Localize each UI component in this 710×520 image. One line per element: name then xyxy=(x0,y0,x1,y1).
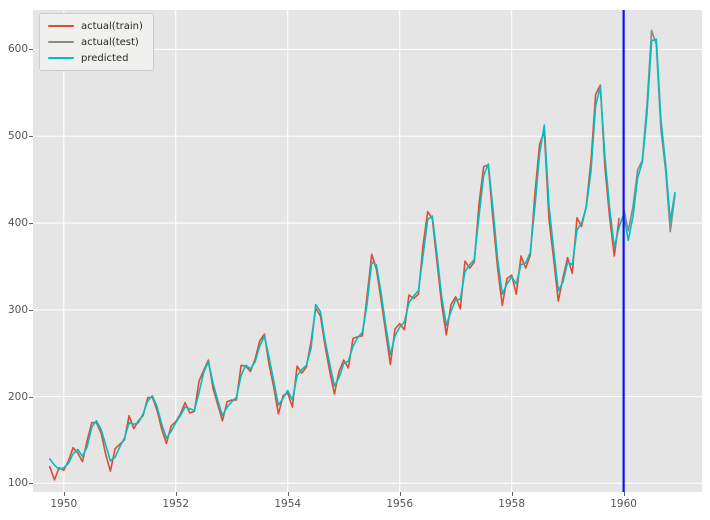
x-tick-mark-1958 xyxy=(511,492,513,496)
y-tick-mark-200 xyxy=(29,396,33,398)
series-line-actual-train xyxy=(48,84,620,481)
legend-line-sample-predicted xyxy=(48,56,74,60)
legend-label-actual-test: actual(test) xyxy=(81,36,139,48)
x-tick-mark-1952 xyxy=(175,492,177,496)
y-tick-label-100: 100 xyxy=(7,477,28,490)
x-tick-mark-1954 xyxy=(287,492,289,496)
legend-item-actual-test: actual(test) xyxy=(48,35,143,49)
y-tick-label-300: 300 xyxy=(7,303,28,316)
y-tick-mark-600 xyxy=(29,49,33,51)
x-tick-label-1954: 1954 xyxy=(274,498,302,510)
y-tick-label-500: 500 xyxy=(7,130,28,143)
y-tick-mark-300 xyxy=(29,309,33,311)
legend-label-actual-train: actual(train) xyxy=(81,20,143,32)
legend-label-predicted: predicted xyxy=(81,52,129,64)
legend-line-sample-train xyxy=(48,24,74,28)
legend: actual(train) actual(test) predicted xyxy=(39,13,154,71)
legend-item-predicted: predicted xyxy=(48,51,143,65)
x-tick-label-1960: 1960 xyxy=(610,498,637,510)
legend-line-sample-test xyxy=(48,40,74,44)
series-line-predicted xyxy=(48,38,676,471)
x-tick-mark-1956 xyxy=(399,492,401,496)
y-tick-mark-500 xyxy=(29,136,33,138)
x-tick-label-1958: 1958 xyxy=(498,498,526,510)
y-tick-label-600: 600 xyxy=(7,43,28,56)
x-tick-label-1950: 1950 xyxy=(50,498,78,510)
legend-item-actual-train: actual(train) xyxy=(48,19,143,33)
x-tick-label-1956: 1956 xyxy=(386,498,414,510)
series-line-actual-test xyxy=(622,29,676,233)
x-tick-label-1952: 1952 xyxy=(162,498,190,510)
y-tick-label-200: 200 xyxy=(7,390,28,403)
y-tick-label-400: 400 xyxy=(7,217,28,230)
chart-canvas xyxy=(33,10,702,492)
plot-area: actual(train) actual(test) predicted xyxy=(33,10,702,492)
x-tick-mark-1950 xyxy=(63,492,65,496)
y-tick-mark-100 xyxy=(29,483,33,485)
y-tick-mark-400 xyxy=(29,223,33,225)
x-tick-mark-1960 xyxy=(623,492,625,496)
